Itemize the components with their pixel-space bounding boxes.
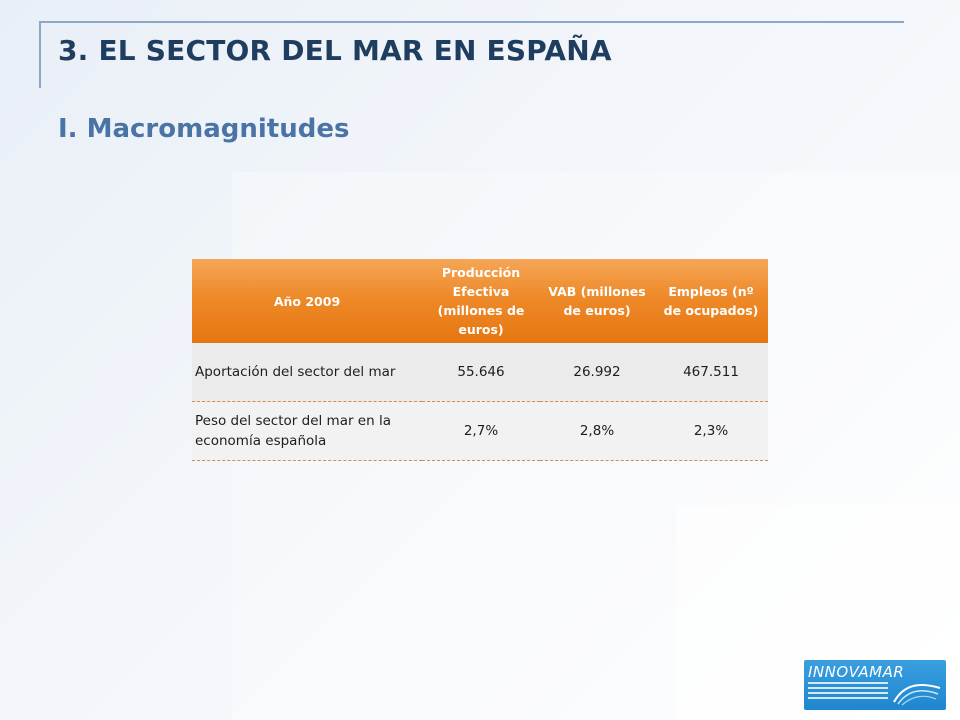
slide-title: 3. EL SECTOR DEL MAR EN ESPAÑA [58, 34, 612, 67]
cell-vab: 2,8% [540, 401, 654, 461]
header-year: Año 2009 [192, 259, 422, 343]
row-label: Peso del sector del mar en la economía e… [192, 401, 422, 461]
innovamar-logo: INNOVAMAR [804, 660, 946, 710]
title-rule-vertical [39, 21, 41, 88]
title-rule-horizontal [40, 21, 904, 23]
wave-icon [893, 684, 941, 706]
logo-wordmark: INNOVAMAR [808, 663, 905, 681]
cell-produccion: 55.646 [422, 343, 540, 402]
table-row: Aportación del sector del mar 55.646 26.… [192, 343, 768, 402]
header-produccion: Producción Efectiva (millones de euros) [422, 259, 540, 343]
table-row: Peso del sector del mar en la economía e… [192, 401, 768, 461]
row-label: Aportación del sector del mar [192, 343, 422, 402]
header-empleos: Empleos (nº de ocupados) [654, 259, 768, 343]
header-vab: VAB (millones de euros) [540, 259, 654, 343]
logo-tagline-lines [808, 682, 888, 702]
cell-produccion: 2,7% [422, 401, 540, 461]
cell-empleos: 2,3% [654, 401, 768, 461]
table-header-row: Año 2009 Producción Efectiva (millones d… [192, 259, 768, 343]
cell-vab: 26.992 [540, 343, 654, 402]
macromagnitudes-table: Año 2009 Producción Efectiva (millones d… [192, 259, 768, 461]
cell-empleos: 467.511 [654, 343, 768, 402]
slide-subtitle: I. Macromagnitudes [58, 114, 350, 144]
